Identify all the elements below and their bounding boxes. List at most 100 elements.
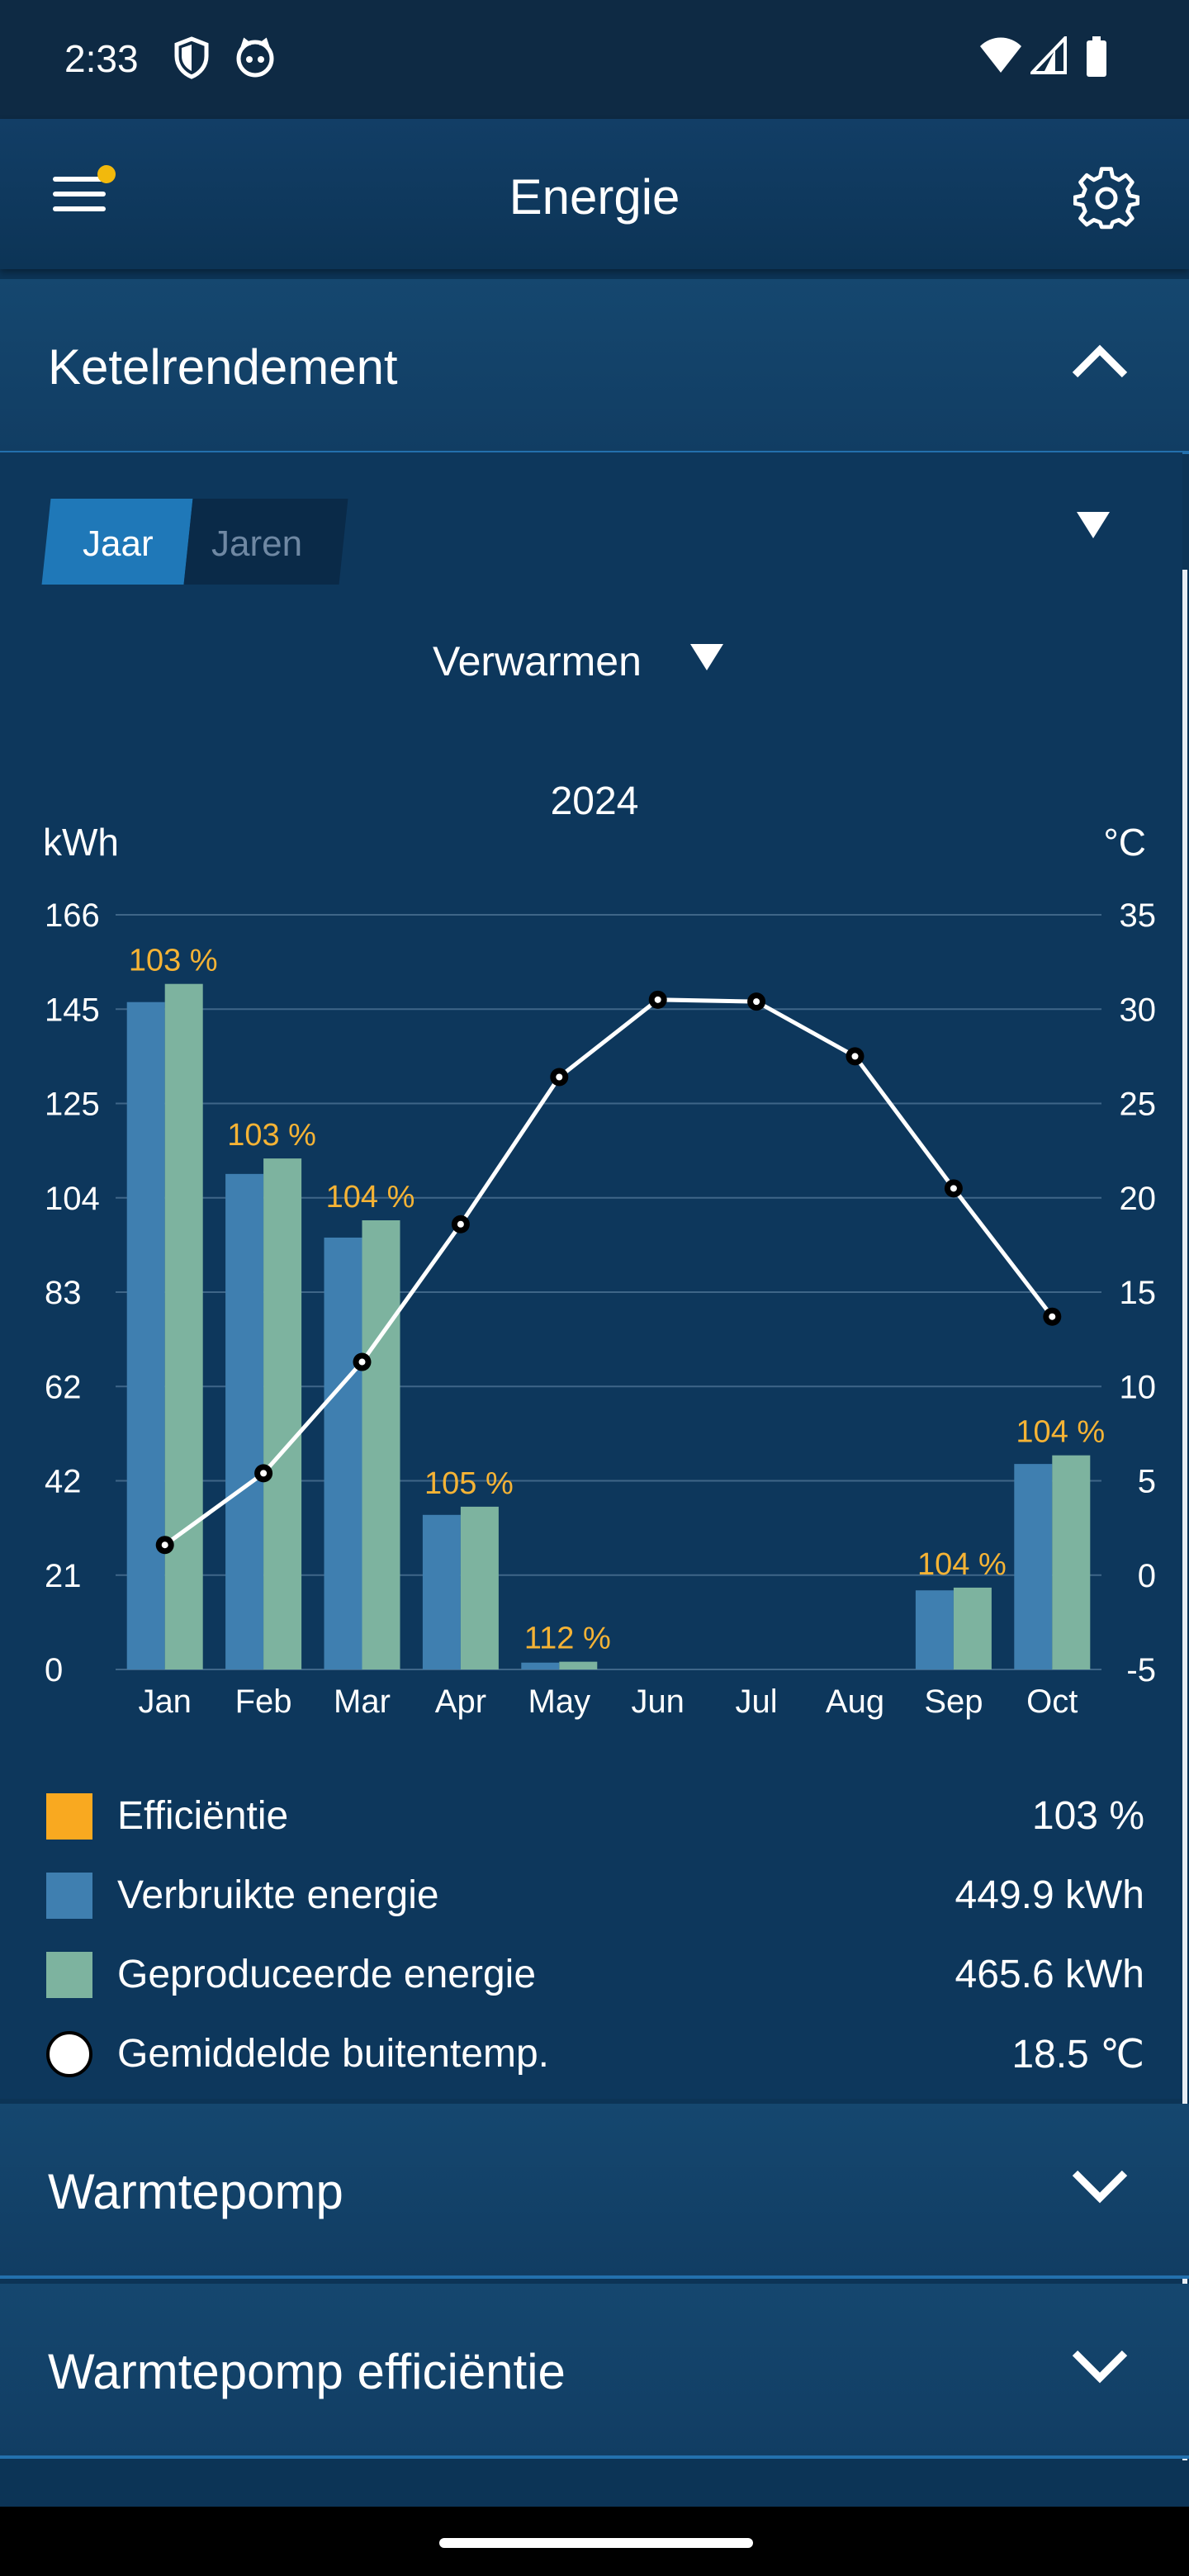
temperature-point-center (851, 1053, 859, 1060)
chevron-down-icon (1072, 2170, 1128, 2204)
legend-efficiency: Efficiëntie 103 % (46, 1790, 1144, 1840)
right-tick-label: 0 (1138, 1558, 1156, 1594)
right-tick-label: 20 (1120, 1181, 1157, 1217)
bar-produced-feb (263, 1158, 302, 1669)
right-tick-label: 5 (1138, 1464, 1156, 1500)
temperature-line (163, 997, 1054, 1547)
x-tick-label: Apr (435, 1683, 486, 1720)
bar-consumed-apr (422, 1514, 461, 1669)
x-tick-label: Feb (235, 1683, 292, 1720)
x-tick-label: Oct (1026, 1683, 1078, 1720)
right-axis-label: °C (1103, 821, 1146, 864)
legend-label: Geproduceerde energie (117, 1953, 537, 1996)
chevron-up-icon (1072, 344, 1128, 378)
bar-consumed-feb (225, 1173, 264, 1669)
efficiency-label-jan: 103 % (129, 944, 218, 978)
left-tick-label: 104 (45, 1181, 100, 1217)
temperature-point-center (753, 998, 760, 1006)
left-tick-label: 125 (45, 1087, 100, 1123)
bar-produced-may (559, 1661, 598, 1669)
period-label-jaar: Jaar (83, 523, 154, 564)
efficiency-label-sep: 104 % (917, 1547, 1007, 1582)
x-tick-label: Aug (826, 1683, 884, 1720)
status-bar: 2:33 (0, 0, 1189, 119)
cell-signal-icon (1030, 36, 1067, 74)
home-gesture-handle[interactable] (439, 2538, 753, 2548)
cat-face-icon (236, 37, 274, 78)
mode-select[interactable]: Verwarmen (433, 638, 642, 684)
left-tick-label: 0 (45, 1652, 63, 1688)
left-tick-label: 42 (45, 1464, 82, 1500)
period-toggle: Jaar Jaren (41, 499, 348, 585)
right-tick-label: 10 (1120, 1369, 1157, 1405)
x-tick-label: Sep (924, 1683, 983, 1720)
chart-title: 2024 (551, 779, 639, 823)
section-ketelrendement-header[interactable]: Ketelrendement (0, 279, 1189, 454)
left-tick-label: 83 (45, 1275, 82, 1311)
temperature-point-center (358, 1358, 366, 1366)
legend-label: Gemiddelde buitentemp. (117, 2032, 549, 2076)
legend-efficiency-swatch (46, 1793, 92, 1840)
triangle-down-icon[interactable] (1073, 509, 1113, 542)
wifi-icon (980, 37, 1021, 73)
left-tick-label: 145 (45, 992, 100, 1028)
status-time: 2:33 (64, 37, 139, 80)
bar-consumed-may (521, 1662, 560, 1669)
right-tick-label: -5 (1126, 1652, 1156, 1688)
x-tick-label: Jan (138, 1683, 192, 1720)
temperature-point-center (1049, 1313, 1056, 1320)
right-tick-label: 30 (1120, 992, 1157, 1028)
bar-produced-sep (953, 1587, 992, 1669)
notification-dot (97, 165, 116, 183)
section-warmtepomp-header[interactable]: Warmtepomp (0, 2104, 1189, 2279)
bar-produced-oct (1052, 1455, 1091, 1669)
legend-temperature-marker (46, 2031, 92, 2077)
legend-value: 103 % (1031, 1794, 1144, 1838)
scrollbar[interactable] (1182, 570, 1187, 2460)
legend-value: 465.6 kWh (955, 1953, 1144, 1996)
right-tick-label: 15 (1120, 1275, 1157, 1311)
temperature-point-center (260, 1470, 268, 1477)
legend-value: 449.9 kWh (955, 1873, 1144, 1917)
energy-chart: 2024 kWh °C 0 21 42 62 83 104 125 145 166 -5 0 5 10 15 20… (43, 779, 1157, 1720)
legend-consumed-swatch (46, 1873, 92, 1919)
app-bar: Energie (0, 119, 1189, 269)
battery-icon (1087, 36, 1106, 77)
right-tick-label: 25 (1120, 1087, 1157, 1123)
period-label-jaren: Jaren (211, 523, 303, 564)
left-tick-label: 166 (45, 897, 100, 934)
bar-produced-apr (460, 1506, 499, 1669)
temperature-point-center (556, 1073, 563, 1081)
dropdown-triangle-icon[interactable] (689, 641, 725, 674)
temperature-point-center (161, 1541, 168, 1549)
legend-produced-swatch (46, 1952, 92, 1998)
gear-icon[interactable] (1073, 165, 1139, 231)
efficiency-label-apr: 105 % (424, 1466, 514, 1501)
x-tick-label: May (528, 1683, 591, 1720)
efficiency-label-mar: 104 % (326, 1180, 415, 1215)
legend-consumed: Verbruikte energie 449.9 kWh (46, 1869, 1144, 1919)
bar-produced-mar (362, 1220, 400, 1669)
legend-value: 18.5 ℃ (1011, 2033, 1144, 2076)
temperature-point-center (950, 1185, 957, 1192)
left-tick-label: 21 (45, 1558, 82, 1594)
efficiency-label-oct: 104 % (1016, 1415, 1105, 1450)
temperature-point-center (654, 996, 661, 1003)
right-tick-label: 35 (1120, 897, 1157, 934)
bar-consumed-sep (915, 1590, 954, 1669)
shield-icon (174, 36, 209, 79)
legend-temperature: Gemiddelde buitentemp. 18.5 ℃ (46, 2028, 1144, 2077)
legend-label: Verbruikte energie (117, 1873, 439, 1917)
chevron-down-icon (1072, 2350, 1128, 2384)
bar-consumed-jan (126, 1002, 165, 1669)
section-title: Warmtepomp (48, 2164, 343, 2219)
temperature-point-center (457, 1220, 464, 1228)
bar-consumed-oct (1014, 1464, 1053, 1669)
legend-label: Efficiëntie (117, 1794, 289, 1838)
legend-produced: Geproduceerde energie 465.6 kWh (46, 1949, 1144, 1998)
page-title: Energie (509, 169, 680, 225)
system-navigation-bar (0, 2507, 1189, 2576)
hamburger-menu-icon[interactable] (53, 177, 106, 226)
x-tick-label: Jul (736, 1683, 778, 1720)
section-warmtepomp-efficientie-header[interactable]: Warmtepomp efficiëntie (0, 2284, 1189, 2459)
